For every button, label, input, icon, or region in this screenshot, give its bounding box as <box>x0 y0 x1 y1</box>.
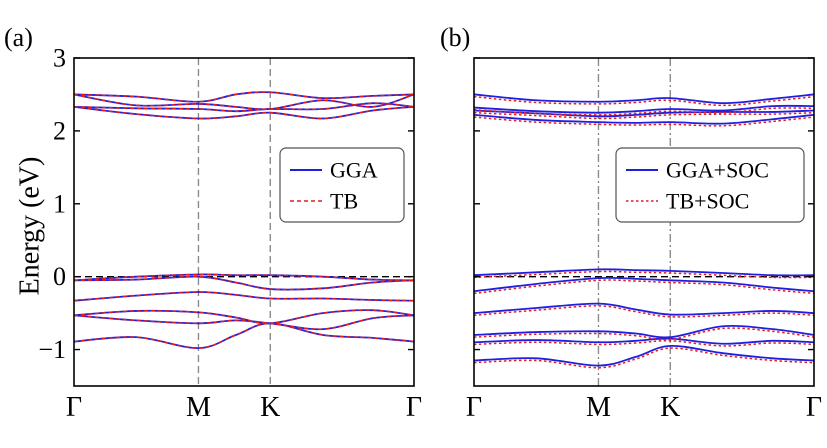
band-tb-soc-1 <box>474 107 814 116</box>
band-tb-soc-8 <box>474 339 814 347</box>
kpoint-label-2: K <box>260 392 280 423</box>
kpoint-label-3: Γ <box>406 392 422 423</box>
band-gga-9 <box>74 322 414 350</box>
legend-entry: TB+SOC <box>666 189 749 214</box>
band-tb-2 <box>74 102 414 112</box>
y-tick-label: 1 <box>53 189 66 218</box>
panel-b: (b) Γ M K Γ GGA+SOC TB+SOC <box>440 23 822 423</box>
legend-entry: TB <box>330 189 358 214</box>
band-tb-9 <box>74 322 414 349</box>
band-gga-soc-1 <box>474 104 814 114</box>
panel-a-plot-area <box>74 58 414 386</box>
panel-b-plot-area <box>474 58 814 386</box>
band-tb-soc-3 <box>474 116 814 127</box>
band-gga-soc-2 <box>474 109 814 118</box>
panel-a-frame <box>73 57 415 387</box>
band-tb-soc-6 <box>474 305 814 318</box>
band-gga-soc-9 <box>474 345 814 367</box>
band-tb-0 <box>74 91 414 103</box>
band-tb-4 <box>74 273 414 282</box>
y-tick-label: 3 <box>53 44 66 73</box>
band-gga-soc-0 <box>474 93 814 105</box>
band-gga-soc-4 <box>474 268 814 277</box>
y-tick-label: 2 <box>53 116 66 145</box>
kpoint-label-2: K <box>660 392 680 423</box>
band-tb-7 <box>74 309 414 325</box>
panel-b-legend: GGA+SOC TB+SOC <box>615 147 805 223</box>
band-gga-soc-6 <box>474 302 814 316</box>
kpoint-label-0: Γ <box>66 392 82 423</box>
kpoint-label-1: M <box>586 392 611 423</box>
panel-b-bands <box>474 58 814 386</box>
legend-entry: GGA+SOC <box>666 158 769 183</box>
y-tick-label: −1 <box>38 335 66 364</box>
band-gga-soc-8 <box>474 337 814 345</box>
band-tb-soc-7 <box>474 327 814 341</box>
band-gga-soc-7 <box>474 325 814 339</box>
legend-box <box>615 147 805 223</box>
band-tb-soc-0 <box>474 95 814 107</box>
band-gga-soc-5 <box>474 276 814 293</box>
band-gga-soc-3 <box>474 113 814 125</box>
panel-a-bands <box>74 58 414 386</box>
kpoint-label-0: Γ <box>466 392 482 423</box>
band-gga-8 <box>74 314 414 331</box>
band-tb-soc-5 <box>474 279 814 295</box>
band-tb-3 <box>74 106 414 120</box>
y-axis-label: Energy (eV) <box>14 157 45 296</box>
panel-b-frame <box>473 57 815 387</box>
band-tb-5 <box>74 275 414 291</box>
panel-b-label: (b) <box>440 23 470 52</box>
legend-box <box>279 147 405 223</box>
panel-a-legend: GGA TB <box>279 147 405 223</box>
panel-a-label: (a) <box>4 23 33 52</box>
kpoint-label-3: Γ <box>806 392 822 423</box>
band-tb-8 <box>74 314 414 330</box>
y-tick-label: 0 <box>53 262 66 291</box>
legend-entry: GGA <box>330 158 378 183</box>
band-tb-6 <box>74 291 414 302</box>
band-tb-soc-9 <box>474 347 814 369</box>
band-tb-1 <box>74 93 414 111</box>
kpoint-label-1: M <box>186 392 211 423</box>
